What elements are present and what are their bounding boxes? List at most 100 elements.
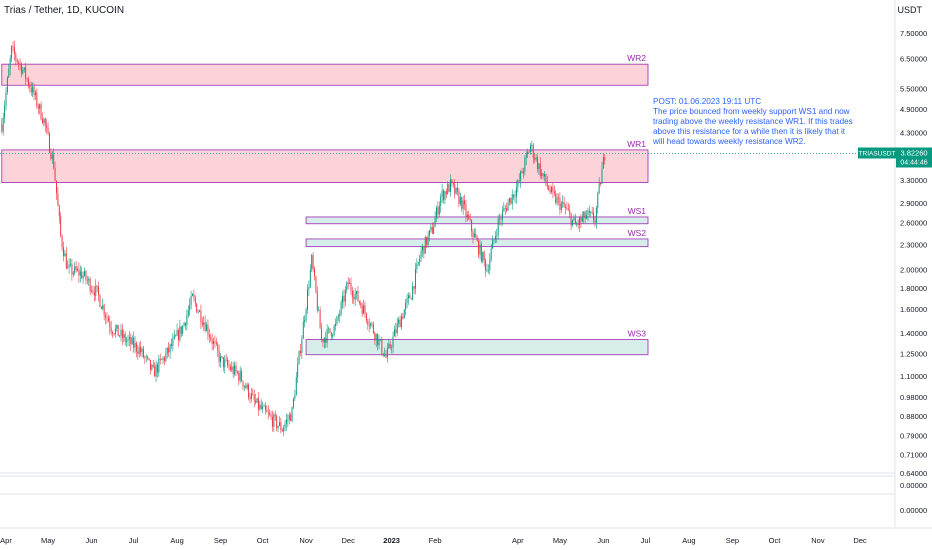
candle-body [149, 359, 151, 370]
y-tick-label: 1.60000 [900, 305, 927, 314]
candle-body [518, 180, 520, 182]
candle-body [391, 347, 393, 349]
candle-body [323, 337, 325, 343]
x-tick-label: Apr [0, 536, 12, 545]
candle-body [419, 258, 421, 263]
candle-body [430, 227, 432, 231]
currency-label: USDT [897, 5, 923, 15]
y-tick-label: 6.50000 [900, 55, 927, 64]
zones-layer: WR2 WR1 WS1 WS2 WS3 [1, 53, 649, 356]
candle-body [546, 182, 548, 187]
candle-body [2, 117, 4, 132]
candle-body [134, 342, 136, 348]
candle-body [489, 259, 491, 271]
candle-body [372, 324, 374, 333]
candle-body [598, 183, 600, 193]
candle-body [39, 104, 41, 109]
candle-body [166, 347, 168, 354]
candle-body [29, 85, 31, 88]
candle-body [239, 370, 241, 381]
candle-body [162, 357, 164, 360]
candle-body [448, 183, 450, 192]
candle-body [399, 319, 401, 328]
candle-body [503, 208, 505, 212]
candle-body [443, 190, 445, 201]
candle-body [493, 239, 495, 241]
candle-body [229, 366, 231, 371]
candle-body [538, 163, 540, 169]
symbol-tag: TRIASUSDT [859, 150, 896, 157]
candle-body [382, 353, 384, 356]
candle-body [549, 190, 551, 193]
candle-body [53, 154, 55, 169]
candle-body [357, 290, 359, 302]
candle-body [55, 180, 57, 194]
candle-body [410, 298, 412, 300]
candle-body [215, 342, 217, 344]
candle-body [299, 350, 301, 354]
candle-body [16, 59, 18, 63]
candle-body [431, 227, 433, 234]
candle-body [172, 338, 174, 347]
candle-body [116, 324, 118, 329]
candle-body [427, 235, 429, 245]
candle-body [175, 335, 177, 337]
candle-body [26, 78, 28, 80]
candle-body [250, 393, 252, 399]
candle-body [287, 419, 289, 421]
candle-body [490, 248, 492, 260]
candle-body [103, 305, 105, 316]
candle-body [124, 334, 126, 342]
candle-body [593, 212, 595, 221]
candle-body [249, 397, 251, 399]
candle-body [119, 335, 121, 337]
candle-body [27, 79, 29, 86]
x-tick-label: May [41, 536, 55, 545]
candle-body [44, 118, 46, 126]
candle-body [40, 104, 42, 120]
candle-body [566, 207, 568, 209]
candle-body [269, 413, 271, 415]
candle-body [259, 404, 261, 410]
candle-body [534, 158, 536, 160]
candle-body [182, 325, 184, 334]
candle-body [579, 217, 581, 226]
zone-label-ws1: WS1 [628, 206, 647, 216]
candle-body [543, 174, 545, 177]
candle-body [253, 394, 255, 401]
candle-body [572, 219, 574, 226]
pane-tick-label: 0.00000 [900, 481, 927, 490]
zone-wr2 [1, 63, 649, 86]
candle-body [529, 145, 531, 152]
y-tick-label: 0.98000 [900, 393, 927, 402]
candle-body [601, 168, 603, 184]
candle-body [120, 329, 122, 336]
candle-body [144, 357, 146, 358]
candle-body [315, 276, 317, 293]
candle-body [185, 322, 186, 326]
candle-body [321, 328, 323, 339]
candle-body [284, 423, 286, 429]
candle-body [98, 286, 100, 296]
candle-body [211, 339, 213, 344]
candle-body [312, 255, 314, 270]
candle-body [587, 210, 589, 216]
candle-body [314, 269, 315, 277]
candle-body [222, 357, 224, 368]
candle-body [452, 182, 454, 185]
candle-body [190, 295, 192, 305]
candle-body [416, 263, 418, 270]
candle-body [353, 296, 355, 300]
candle-body [43, 118, 45, 123]
candle-body [424, 236, 426, 254]
candle-body [400, 316, 402, 328]
y-tick-label: 5.50000 [900, 84, 927, 93]
candle-body [462, 200, 464, 209]
candle-body [485, 260, 487, 271]
candle-body [266, 410, 268, 412]
candle-body [577, 223, 579, 226]
pane-tick-label: 0.00000 [900, 506, 927, 515]
candle-body [403, 309, 405, 319]
candle-body [496, 235, 498, 237]
